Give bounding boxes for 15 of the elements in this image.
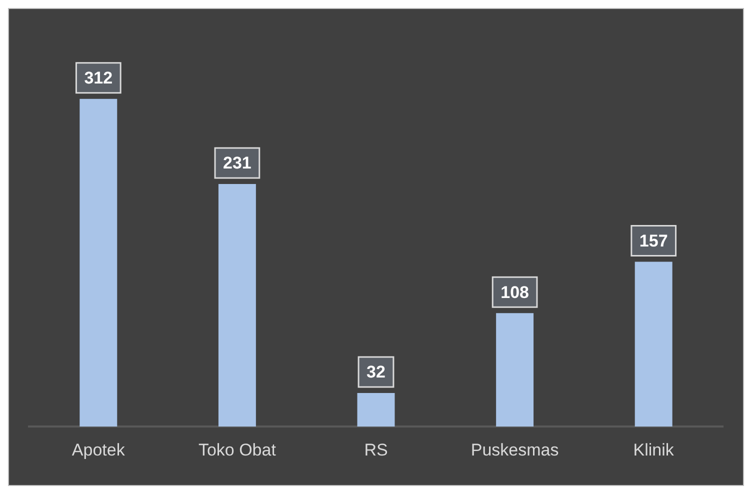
data-label: 231 bbox=[223, 154, 252, 173]
x-tick-label: Toko Obat bbox=[198, 440, 276, 460]
bar bbox=[496, 313, 534, 427]
bar bbox=[634, 262, 672, 427]
data-label: 312 bbox=[84, 68, 113, 88]
bar bbox=[357, 392, 395, 427]
data-label: 108 bbox=[500, 282, 529, 302]
x-tick-label: Apotek bbox=[72, 440, 126, 460]
x-tick-label: RS bbox=[364, 440, 388, 460]
bar bbox=[218, 184, 256, 427]
x-tick-label: Puskesmas bbox=[470, 440, 559, 460]
x-tick-label: Klinik bbox=[633, 440, 674, 460]
data-label: 32 bbox=[366, 362, 386, 382]
data-label: 157 bbox=[639, 231, 668, 250]
bar bbox=[80, 98, 118, 427]
